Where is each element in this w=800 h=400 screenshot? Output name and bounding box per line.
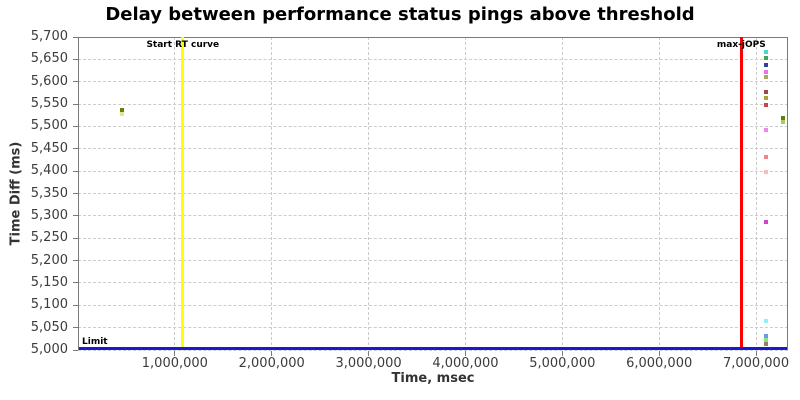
y-tick-mark: [73, 170, 78, 172]
h-gridline: [78, 260, 788, 262]
data-point: [763, 338, 768, 343]
y-tick-label: 5,550: [30, 96, 68, 112]
marker-label-0: Start RT curve: [146, 40, 220, 50]
h-gridline: [78, 103, 788, 105]
plot-border: [78, 37, 788, 350]
y-tick-mark: [73, 282, 78, 284]
data-point: [763, 155, 768, 160]
h-gridline: [78, 81, 788, 83]
marker-label-1: max-jOPS: [716, 40, 766, 50]
v-gridline: [464, 37, 466, 350]
x-tick-mark: [464, 351, 466, 356]
marker-line-1: [739, 37, 743, 350]
x-axis-label: Time, msec: [391, 371, 475, 386]
x-tick-label: 7,000,000: [722, 356, 790, 371]
y-tick-label: 5,000: [30, 342, 68, 357]
data-point: [763, 56, 768, 61]
y-tick-label: 5,400: [30, 163, 68, 179]
v-gridline: [561, 37, 563, 350]
h-gridline: [78, 237, 788, 239]
x-tick-label: 4,000,000: [432, 356, 499, 371]
y-tick-mark: [73, 58, 78, 60]
h-gridline: [78, 193, 788, 194]
y-tick-mark: [73, 81, 78, 83]
h-gridline: [78, 125, 788, 127]
y-tick-mark: [73, 215, 78, 217]
y-tick-label: 5,500: [30, 118, 68, 134]
data-point: [763, 95, 768, 100]
y-tick-label: 5,300: [30, 207, 68, 223]
y-tick-mark: [73, 103, 78, 105]
marker-line-0: [181, 37, 185, 350]
y-tick-mark: [73, 148, 78, 150]
data-point: [763, 334, 768, 339]
v-gridline: [368, 37, 370, 350]
limit-line: [79, 347, 787, 350]
y-tick-mark: [73, 260, 78, 262]
v-gridline: [271, 37, 273, 350]
data-point: [763, 170, 768, 175]
data-point: [763, 342, 768, 347]
data-point: [781, 115, 786, 120]
y-tick-mark: [73, 349, 78, 351]
x-tick-mark: [271, 351, 273, 356]
x-tick-mark: [755, 351, 757, 356]
data-point: [763, 102, 768, 107]
y-tick-mark: [73, 125, 78, 127]
h-gridline: [78, 58, 788, 60]
y-tick-mark: [73, 304, 78, 306]
data-point: [763, 319, 768, 324]
x-tick-label: 6,000,000: [626, 356, 693, 371]
x-tick-mark: [561, 351, 563, 356]
data-point: [763, 74, 768, 79]
x-tick-label: 3,000,000: [335, 356, 402, 371]
data-point: [781, 120, 786, 125]
h-gridline: [78, 282, 788, 284]
y-tick-mark: [73, 237, 78, 239]
data-point: [119, 108, 124, 113]
h-gridline: [78, 170, 788, 172]
x-tick-label: 2,000,000: [238, 356, 305, 371]
h-gridline: [78, 327, 788, 329]
data-point: [763, 49, 768, 54]
v-gridline: [658, 37, 660, 350]
chart-title: Delay between performance status pings a…: [105, 4, 695, 25]
data-point: [763, 219, 768, 224]
y-tick-label: 5,100: [30, 297, 68, 313]
h-gridline: [78, 148, 788, 150]
data-point: [763, 89, 768, 94]
y-tick-label: 5,050: [30, 319, 68, 335]
y-tick-label: 5,600: [30, 73, 68, 89]
x-tick-mark: [368, 351, 370, 356]
y-tick-label: 5,650: [30, 51, 68, 67]
y-tick-label: 5,250: [30, 230, 68, 246]
y-tick-label: 5,700: [30, 29, 68, 44]
y-tick-mark: [73, 36, 78, 38]
h-gridline: [78, 349, 788, 351]
h-gridline: [78, 304, 788, 306]
y-tick-label: 5,150: [30, 274, 68, 290]
x-tick-mark: [658, 351, 660, 356]
v-gridline: [755, 37, 757, 350]
y-tick-label: 5,450: [30, 140, 68, 156]
data-point: [119, 111, 124, 116]
y-tick-mark: [73, 327, 78, 329]
v-gridline: [174, 37, 176, 350]
x-tick-mark: [174, 351, 176, 356]
x-tick-label: 1,000,000: [141, 356, 208, 371]
y-tick-mark: [73, 193, 78, 194]
y-tick-label: 5,350: [30, 185, 68, 201]
limit-label: Limit: [82, 337, 108, 347]
x-tick-label: 5,000,000: [529, 356, 596, 371]
h-gridline: [78, 215, 788, 217]
y-tick-label: 5,200: [30, 252, 68, 268]
data-point: [763, 63, 768, 68]
data-point: [763, 70, 768, 75]
data-point: [763, 128, 768, 133]
